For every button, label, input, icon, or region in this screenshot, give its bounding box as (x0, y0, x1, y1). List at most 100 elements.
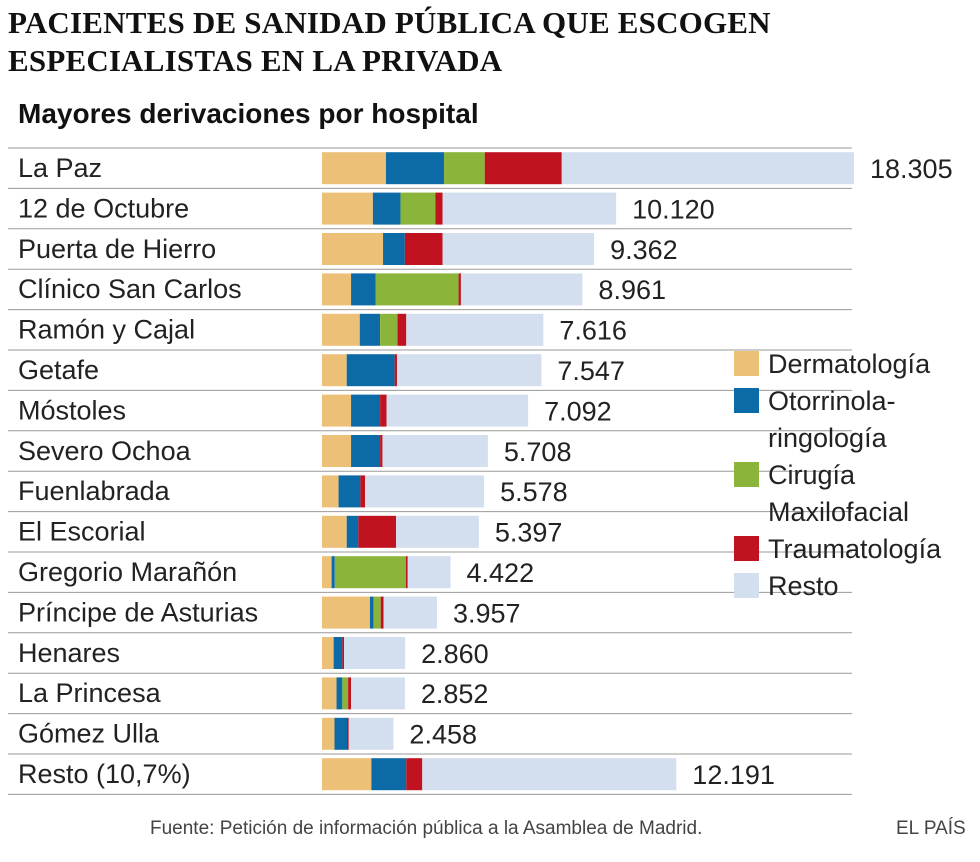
bar-segment-dermatologia (322, 596, 370, 629)
bar-segment-dermatologia (322, 192, 373, 225)
bar-segment-otorrinolaringologia (333, 637, 343, 669)
bar-segment-resto (442, 233, 595, 265)
bar-segment-resto (386, 394, 529, 427)
bar-segment-dermatologia (322, 435, 352, 467)
bar-segment-traumatologia (348, 677, 352, 710)
total-label: 12.191 (692, 760, 775, 790)
category-label: Resto (10,7%) (18, 759, 191, 789)
legend-item: Cirugía Maxilofacial (734, 457, 980, 531)
bar-segment-cirugia-maxilofacial (342, 677, 349, 710)
category-label: Clínico San Carlos (18, 274, 242, 304)
total-label: 5.708 (504, 437, 572, 467)
bar-segment-dermatologia (322, 152, 386, 185)
category-label: Gregorio Marañón (18, 557, 237, 587)
bar-segment-traumatologia (380, 435, 383, 467)
total-label: 9.362 (610, 235, 678, 265)
bar-segment-otorrinolaringologia (383, 233, 405, 265)
bar-segment-resto (383, 596, 438, 629)
bar-segment-resto (351, 677, 405, 710)
legend-label: Maxilofacial (768, 497, 910, 527)
bar-segment-cirugia-maxilofacial (373, 596, 381, 629)
bar-segment-otorrinolaringologia (369, 596, 374, 629)
category-label: Móstoles (18, 395, 126, 425)
bar-segment-dermatologia (322, 394, 352, 427)
bar-segment-otorrinolaringologia (331, 556, 335, 589)
bar-segment-cirugia-maxilofacial (380, 313, 398, 346)
bar-segment-resto (406, 313, 544, 346)
bar-segment-dermatologia (322, 758, 372, 791)
total-label: 2.458 (409, 720, 477, 750)
legend-label: Traumatología (768, 534, 942, 564)
bar-segment-traumatologia (380, 596, 384, 629)
total-label: 10.120 (632, 194, 715, 224)
total-label: 5.397 (495, 518, 563, 548)
category-label: La Princesa (18, 678, 162, 708)
legend-item: Dermatología (734, 346, 980, 383)
bar-segment-resto (348, 717, 394, 750)
bar-segment-cirugia-maxilofacial (334, 556, 406, 589)
bar-segment-dermatologia (322, 637, 334, 669)
bar-segment-otorrinolaringologia (351, 394, 381, 427)
bar-segment-traumatologia (346, 717, 349, 750)
legend-swatch (734, 388, 759, 413)
bar-segment-dermatologia (322, 475, 339, 508)
bar-segment-traumatologia (404, 233, 443, 265)
bar-segment-dermatologia (322, 313, 360, 346)
total-label: 2.860 (421, 639, 489, 669)
legend-item: Traumatología (734, 531, 980, 568)
bar-segment-traumatologia (405, 556, 408, 589)
bar-segment-otorrinolaringologia (336, 677, 343, 710)
bar-segment-resto (407, 556, 451, 589)
bar-segment-resto (396, 515, 479, 548)
bar-segment-otorrinolaringologia (372, 192, 401, 225)
category-label: Gómez Ulla (18, 719, 160, 749)
bar-segment-otorrinolaringologia (338, 475, 361, 508)
bar-segment-otorrinolaringologia (351, 435, 381, 467)
bar-segment-traumatologia (406, 758, 423, 791)
bar-segment-dermatologia (322, 273, 352, 306)
legend-label: Otorrinola- (768, 386, 896, 416)
bar-segment-traumatologia (458, 273, 461, 306)
bar-segment-cirugia-maxilofacial (444, 152, 485, 185)
category-label: La Paz (18, 153, 102, 183)
bar-segment-dermatologia (322, 354, 347, 387)
legend-label: Resto (768, 571, 839, 601)
total-label: 7.616 (559, 316, 627, 346)
total-label: 3.957 (453, 598, 521, 628)
bar-segment-traumatologia (360, 475, 366, 508)
legend-label: Cirugía (768, 460, 856, 490)
total-label: 7.547 (557, 356, 625, 386)
bar-segment-otorrinolaringologia (334, 717, 347, 750)
chart-title-line-1: PACIENTES DE SANIDAD PÚBLICA QUE ESCOGEN (8, 5, 771, 40)
legend-item: Otorrinola-ringología (734, 383, 980, 457)
bar-segment-traumatologia (358, 515, 397, 548)
category-label: Fuenlabrada (18, 476, 171, 506)
bar-segment-resto (365, 475, 485, 508)
source-note: Fuente: Petición de información pública … (150, 818, 703, 839)
legend-swatch (734, 351, 759, 376)
bar-segment-traumatologia (380, 394, 387, 427)
legend-swatch (734, 536, 759, 561)
category-label: El Escorial (18, 517, 146, 547)
bar-segment-resto (442, 192, 617, 225)
bar-segment-resto (344, 637, 406, 669)
category-label: Puerta de Hierro (18, 234, 216, 264)
category-label: Henares (18, 638, 120, 668)
total-label: 2.852 (421, 679, 489, 709)
bar-segment-resto (422, 758, 677, 791)
bar-segment-dermatologia (322, 233, 384, 265)
legend-swatch (734, 462, 759, 487)
stacked-bar-chart: La Paz 18.305 12 de Octubre 10.120 Puerta de… (8, 147, 953, 795)
total-label: 18.305 (870, 154, 953, 184)
bar-segment-dermatologia (322, 515, 347, 548)
bar-segment-resto (460, 273, 583, 306)
category-label: Severo Ochoa (18, 436, 192, 466)
chart-subtitle: Mayores derivaciones por hospital (18, 98, 479, 129)
bar-segment-cirugia-maxilofacial (375, 273, 459, 306)
legend-label: ringología (768, 423, 887, 453)
bar-segment-otorrinolaringologia (371, 758, 407, 791)
category-label: Príncipe de Asturias (18, 597, 258, 627)
bar-segment-cirugia-maxilofacial (400, 192, 436, 225)
legend-swatch (734, 573, 759, 598)
bar-segment-traumatologia (342, 637, 345, 669)
